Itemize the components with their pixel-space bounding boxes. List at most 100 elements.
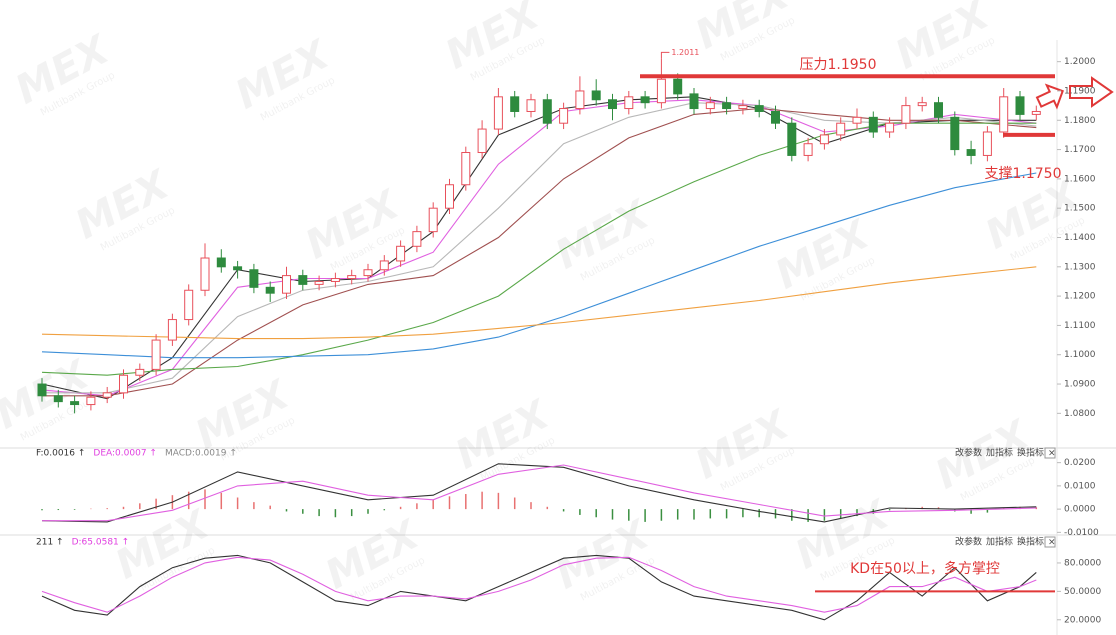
candle-body bbox=[999, 96, 1009, 133]
y-tick-label: 1.1000 bbox=[1064, 350, 1096, 360]
y-tick-label: 1.1800 bbox=[1064, 116, 1096, 126]
panel-button[interactable]: 改参数 bbox=[955, 536, 982, 548]
indicator-line bbox=[42, 107, 1037, 397]
y-tick-label: 0.0000 bbox=[1064, 505, 1096, 515]
candle-body bbox=[885, 122, 895, 133]
candle-body bbox=[673, 78, 683, 95]
close-box bbox=[1044, 447, 1056, 459]
level-label: 支撑1.1750 bbox=[985, 166, 1062, 182]
candle-body bbox=[265, 286, 275, 294]
candle-body bbox=[559, 108, 569, 124]
arrow-icon bbox=[1035, 83, 1064, 110]
candle-body bbox=[167, 319, 177, 341]
y-tick-label: 1.1400 bbox=[1064, 233, 1096, 243]
panel-button[interactable]: 换指标 bbox=[1017, 536, 1044, 548]
candle-body bbox=[347, 275, 357, 280]
candle-body bbox=[184, 289, 194, 321]
y-tick-label: 1.1500 bbox=[1064, 204, 1096, 214]
candle-body bbox=[428, 207, 438, 233]
y-tick-label: -0.0100 bbox=[1064, 528, 1099, 538]
candle-body bbox=[705, 102, 715, 110]
y-tick-label: 1.1100 bbox=[1064, 321, 1096, 331]
candle-body bbox=[412, 231, 422, 247]
indicator-line bbox=[41, 463, 1037, 523]
panel-button[interactable]: 换指标 bbox=[1017, 447, 1044, 459]
panel-button[interactable]: × bbox=[1048, 449, 1056, 459]
candle-body bbox=[298, 275, 308, 285]
y-tick-label: 20.0000 bbox=[1064, 615, 1101, 625]
candle-body bbox=[477, 128, 487, 154]
y-tick-label: 1.2000 bbox=[1064, 57, 1096, 67]
candle-body bbox=[1015, 96, 1025, 115]
y-tick-label: 1.1600 bbox=[1064, 174, 1096, 184]
indicator-line bbox=[42, 102, 1037, 394]
y-tick-label: 80.0000 bbox=[1064, 558, 1101, 568]
candle-body bbox=[982, 131, 992, 156]
candle-body bbox=[493, 96, 503, 130]
indicator-line bbox=[41, 556, 1037, 613]
panel-button[interactable]: 加指标 bbox=[986, 536, 1013, 548]
indicator-label: MACD:0.0019 ↑ bbox=[165, 449, 237, 459]
candle-body bbox=[868, 116, 878, 133]
candle-body bbox=[70, 401, 80, 406]
indicator-label: D:65.0581 ↑ bbox=[72, 538, 130, 548]
arrow-icon bbox=[1069, 76, 1114, 108]
candle-body bbox=[950, 116, 960, 151]
candle-body bbox=[624, 96, 634, 110]
y-tick-label: 0.0200 bbox=[1064, 458, 1096, 468]
candle-body bbox=[934, 102, 943, 118]
candle-body bbox=[608, 99, 617, 110]
candle-body bbox=[722, 102, 732, 110]
close-box bbox=[1044, 536, 1056, 548]
candle-body bbox=[135, 368, 145, 376]
candle-body bbox=[379, 260, 389, 271]
candle-body bbox=[37, 383, 47, 397]
candle-body bbox=[771, 110, 780, 124]
indicator-line bbox=[41, 172, 1037, 359]
y-tick-label: 1.1300 bbox=[1064, 262, 1096, 272]
candle-body bbox=[249, 269, 259, 288]
candle-body bbox=[852, 116, 862, 124]
candle-body bbox=[640, 96, 650, 104]
candle-body bbox=[151, 339, 161, 370]
indicator-line bbox=[41, 99, 1037, 397]
candle-body bbox=[803, 143, 813, 156]
indicator-line bbox=[41, 96, 1037, 400]
candle-body bbox=[216, 257, 226, 268]
y-tick-label: 1.1900 bbox=[1064, 86, 1096, 96]
candle-body bbox=[200, 257, 210, 291]
panel-button[interactable]: 改参数 bbox=[955, 447, 982, 459]
candle-body bbox=[314, 280, 324, 285]
candle-body bbox=[591, 90, 601, 101]
candle-body bbox=[510, 96, 520, 112]
indicator-line bbox=[42, 464, 1037, 522]
candle-body bbox=[233, 266, 243, 271]
candle-body bbox=[86, 396, 96, 406]
candle-body bbox=[282, 275, 291, 294]
y-tick-label: 1.0900 bbox=[1064, 380, 1096, 390]
candle-body bbox=[53, 395, 63, 403]
candle-body bbox=[738, 105, 748, 110]
candle-body bbox=[330, 278, 340, 282]
candle-body bbox=[461, 152, 471, 186]
candle-body bbox=[754, 105, 764, 112]
panel-button[interactable]: × bbox=[1048, 538, 1056, 548]
indicator-line bbox=[41, 554, 1037, 621]
panel-button[interactable]: 加指标 bbox=[986, 447, 1013, 459]
candle-body bbox=[119, 374, 128, 394]
candle-body bbox=[575, 90, 585, 110]
candle-body bbox=[526, 99, 536, 112]
candle-body bbox=[363, 269, 373, 277]
candle-body bbox=[966, 149, 976, 156]
candle-body bbox=[445, 184, 454, 209]
